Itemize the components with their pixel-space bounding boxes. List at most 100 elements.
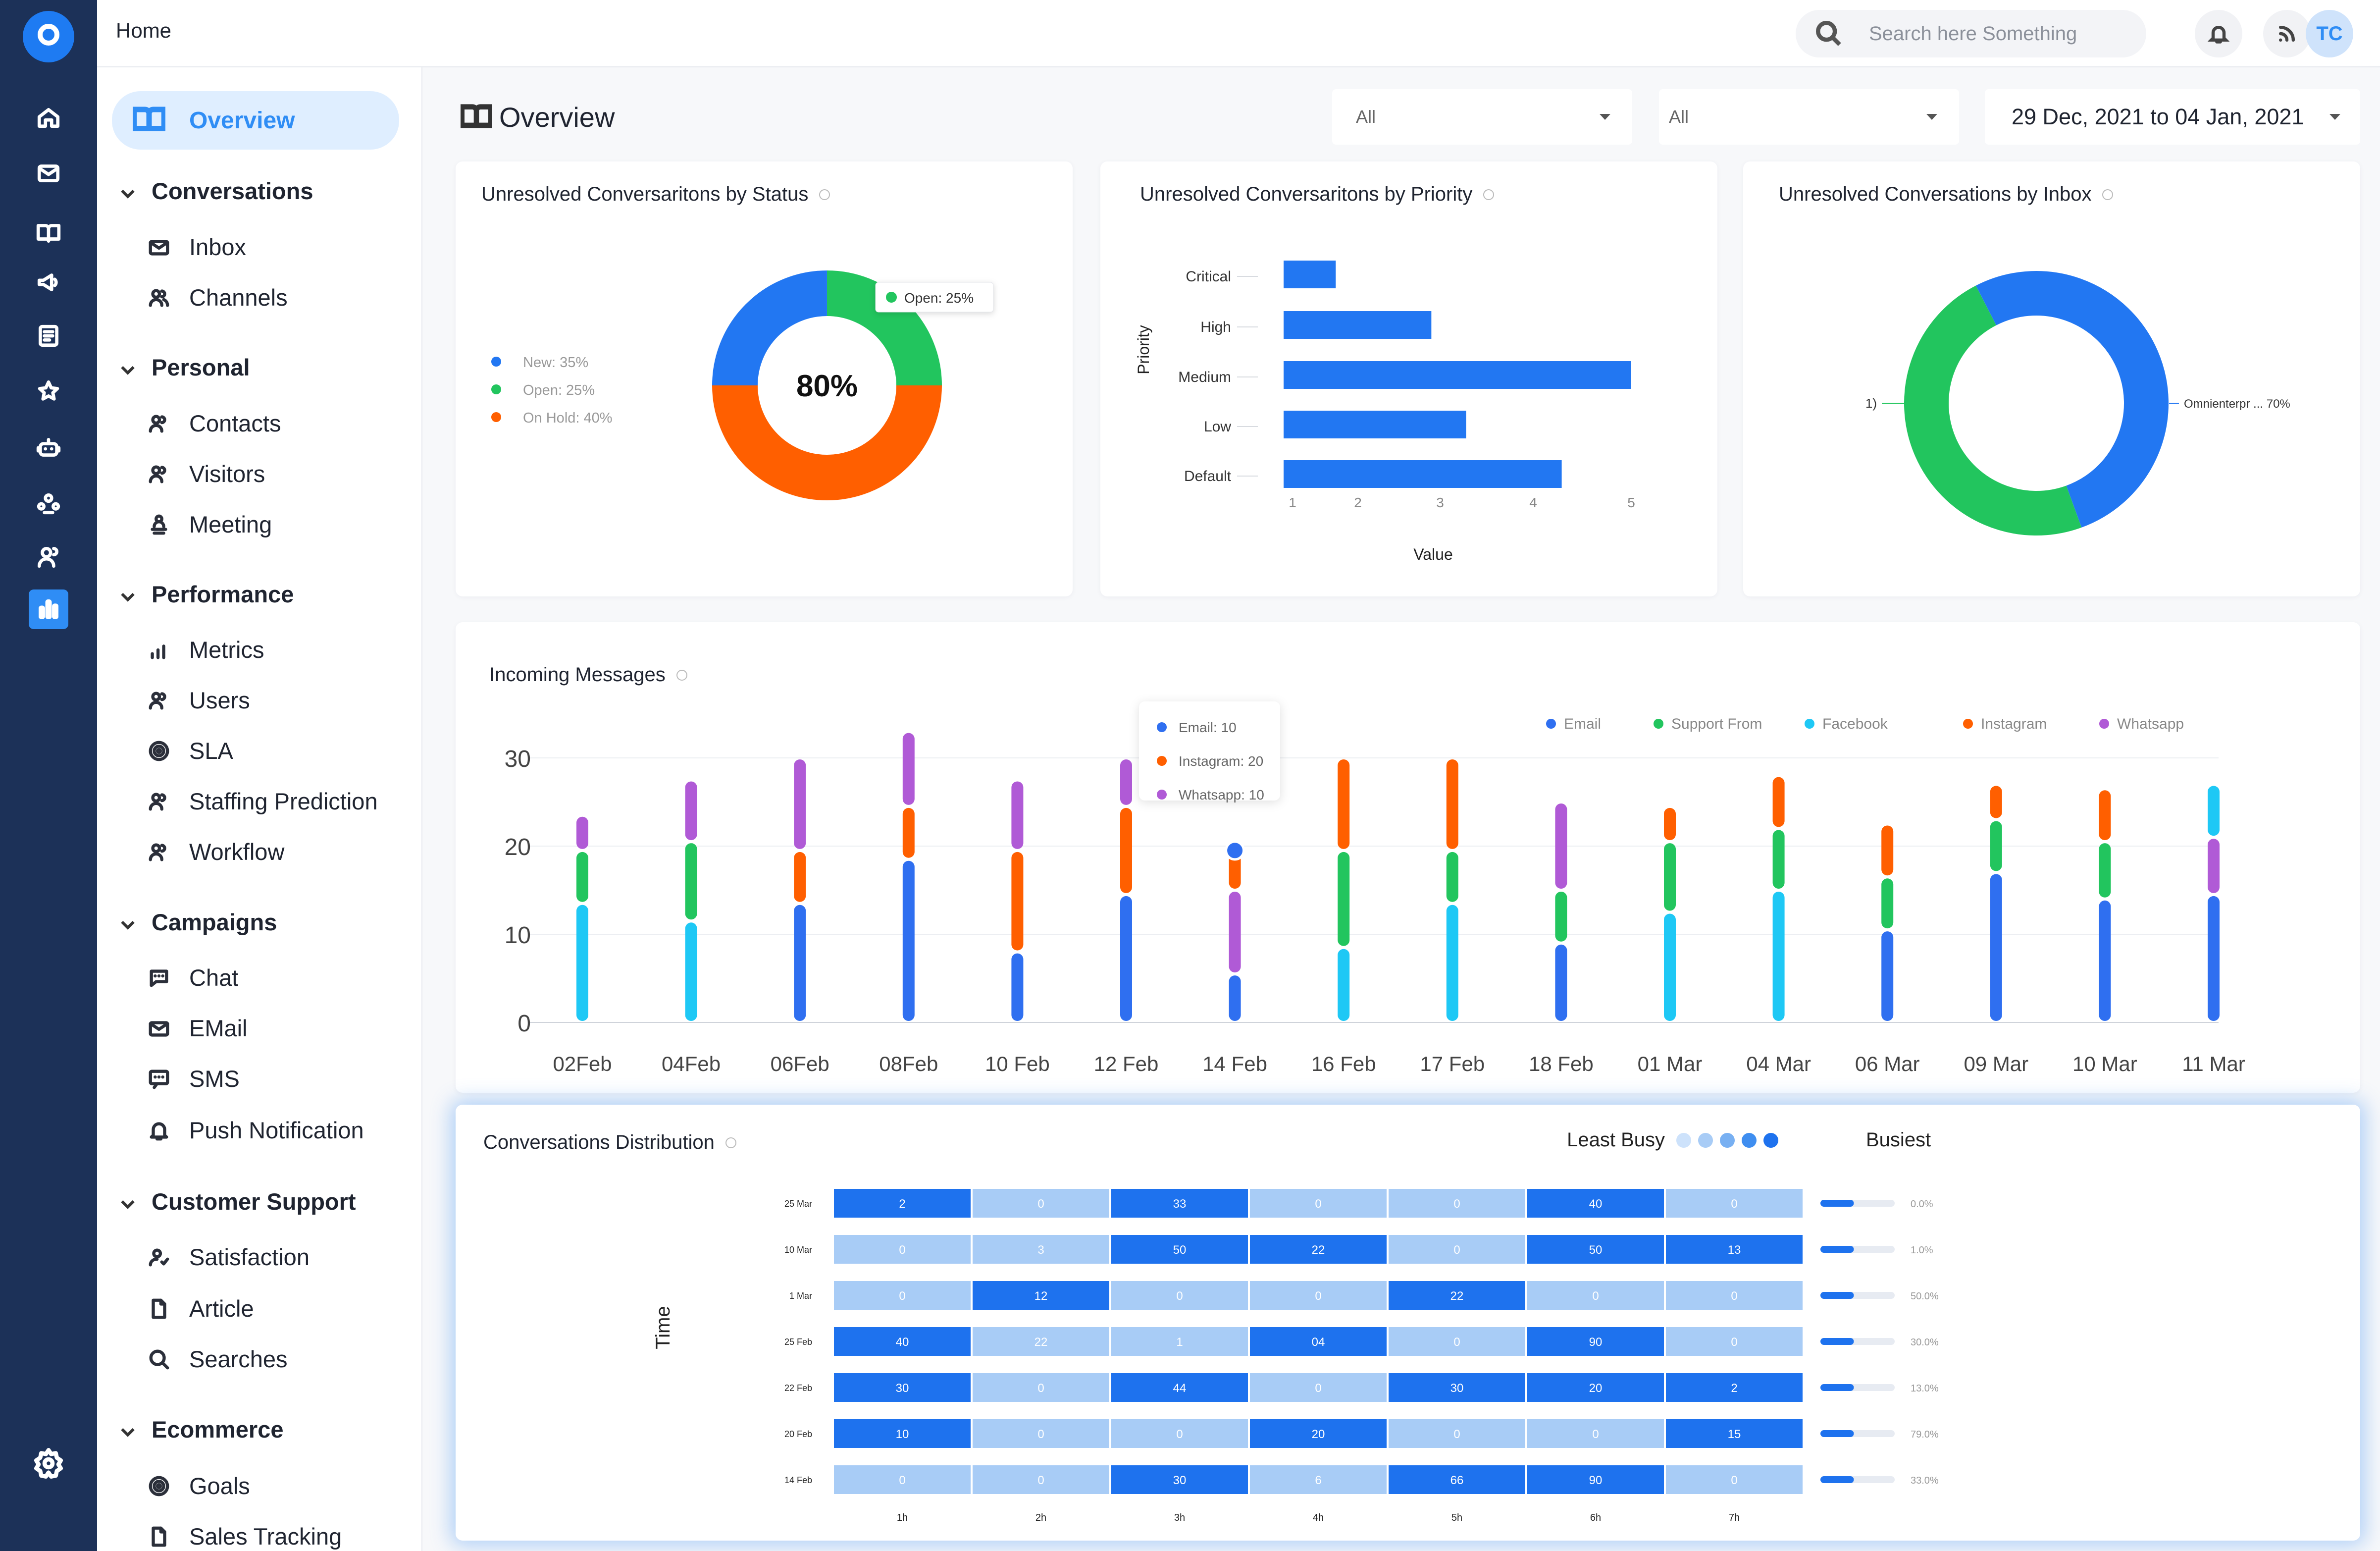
- mail-icon[interactable]: [29, 154, 68, 193]
- sidebar-item-article[interactable]: Article: [146, 1295, 254, 1322]
- heatmap-cell: [1111, 1235, 1248, 1264]
- filter-select-1[interactable]: All: [1332, 89, 1632, 145]
- sidebar-item-satisfaction[interactable]: Satisfaction: [146, 1243, 310, 1271]
- heatmap-y-axis-label: Time: [652, 1306, 674, 1349]
- sidebar-section-customer-support[interactable]: Customer Support: [118, 1188, 356, 1215]
- heatmap-cell-value: 3: [1037, 1243, 1044, 1257]
- messages-x-tick: 04 Mar: [1746, 1052, 1811, 1075]
- settings-gear-icon[interactable]: [29, 1444, 68, 1483]
- heatmap-scale-least-label: Least Busy: [1567, 1129, 1665, 1151]
- sidebar-item-searches[interactable]: Searches: [146, 1345, 288, 1373]
- heatmap-row-pct: 1.0%: [1911, 1245, 1933, 1256]
- date-range-picker[interactable]: 29 Dec, 2021 to 04 Jan, 2021: [1985, 89, 2360, 145]
- sidebar-item-workflow[interactable]: Workflow: [146, 838, 284, 865]
- sidebar-item-visitors[interactable]: Visitors: [146, 460, 265, 487]
- sidebar-section-campaigns[interactable]: Campaigns: [118, 909, 277, 936]
- sidebar-item-chat[interactable]: Chat: [146, 964, 238, 991]
- sidebar-section-conversations[interactable]: Conversations: [118, 177, 313, 205]
- info-icon[interactable]: [725, 1137, 736, 1148]
- sidebar-item-sms[interactable]: SMS: [146, 1065, 240, 1092]
- book-icon[interactable]: [29, 213, 68, 253]
- sidebar-section-performance[interactable]: Performance: [118, 581, 294, 608]
- messages-bar-orange: [1120, 807, 1132, 893]
- priority-x-axis-label: Value: [1413, 545, 1452, 563]
- heatmap-cell-value: 0: [1037, 1382, 1044, 1395]
- heatmap-cell-value: 0: [1453, 1336, 1460, 1349]
- bot-icon[interactable]: [29, 428, 68, 468]
- rss-feed-icon[interactable]: [2263, 10, 2311, 57]
- sidebar-item-inbox[interactable]: Inbox: [146, 233, 246, 261]
- heatmap-row-pct: 0.0%: [1911, 1199, 1933, 1210]
- priority-category-label: Critical: [1186, 268, 1231, 285]
- heatmap-cell: [1250, 1235, 1387, 1264]
- sidebar-item-channels[interactable]: Channels: [146, 284, 288, 311]
- status-legend-dot: [491, 357, 501, 367]
- sidebar-item-metrics[interactable]: Metrics: [146, 636, 264, 663]
- info-icon[interactable]: [676, 669, 687, 681]
- app-logo[interactable]: [23, 11, 74, 62]
- inbox-slice-label-left: 1): [1865, 396, 1877, 411]
- sidebar-item-sla[interactable]: SLA: [146, 737, 233, 764]
- team-icon[interactable]: [29, 483, 68, 523]
- priority-bar-chart: Critical High Medium Low Default 1 2 3 4 5 Value Pr…: [1135, 261, 1635, 563]
- sidebar-item-staffing-prediction[interactable]: Staffing Prediction: [146, 788, 378, 815]
- analytics-icon[interactable]: [29, 589, 68, 629]
- sidebar-item-users[interactable]: Users: [146, 687, 250, 714]
- priority-category-label: High: [1200, 319, 1231, 335]
- sidebar-item-label: Goals: [189, 1473, 250, 1499]
- megaphone-icon[interactable]: [29, 263, 68, 302]
- sidebar-section-label: Ecommerce: [152, 1416, 284, 1443]
- avatar[interactable]: TC: [2306, 10, 2353, 57]
- search-icon: [1816, 21, 1841, 46]
- messages-bar-purple: [1120, 759, 1132, 805]
- heatmap-cell: [1250, 1189, 1387, 1218]
- info-icon[interactable]: [2102, 189, 2114, 200]
- heatmap-scale-dot: [1720, 1133, 1735, 1148]
- status-slice-on-hold: [712, 385, 942, 500]
- messages-x-tick: 01 Mar: [1638, 1052, 1703, 1075]
- sidebar-item-goals[interactable]: Goals: [146, 1472, 250, 1499]
- info-icon[interactable]: [1483, 189, 1495, 200]
- priority-bar-critical: [1284, 261, 1336, 288]
- sidebar-item-contacts[interactable]: Contacts: [146, 410, 281, 437]
- filter-select-2[interactable]: All: [1659, 89, 1959, 145]
- heatmap-cell-value: 50: [1589, 1243, 1603, 1257]
- heatmap-cell: [834, 1373, 971, 1402]
- heatmap-cell-value: 12: [1035, 1289, 1048, 1303]
- heatmap-cell-value: 0: [1453, 1428, 1460, 1441]
- breadcrumb[interactable]: Home: [116, 19, 172, 42]
- status-legend-dot: [491, 384, 501, 394]
- priority-chart-card: Unresolved Conversaritons by Priority Cr…: [1100, 161, 1717, 596]
- heatmap-cell-value: 0: [899, 1474, 905, 1487]
- messages-bar-email: [2099, 900, 2111, 1021]
- status-tooltip-dot: [886, 292, 897, 303]
- sidebar-item-push-notification[interactable]: Push Notification: [146, 1117, 364, 1144]
- sidebar-item-sales-tracking[interactable]: Sales Tracking: [146, 1523, 342, 1550]
- sidebar-item-overview[interactable]: Overview: [112, 91, 399, 150]
- sidebar-item-label: Users: [189, 687, 250, 713]
- sidebar-section-personal[interactable]: Personal: [118, 354, 250, 381]
- status-donut-chart: 80% New: 35% Open: 25% On Hold: 40% Open: 25…: [491, 270, 994, 500]
- sidebar-item-label: Metrics: [189, 637, 264, 663]
- messages-bar-green: [1555, 892, 1567, 942]
- meeting-icon: [146, 511, 172, 538]
- sla-icon: [146, 738, 172, 764]
- search-bar[interactable]: Search here Something: [1796, 10, 2146, 57]
- heatmap-progress-fill: [1820, 1200, 1854, 1207]
- home-icon[interactable]: [29, 98, 68, 138]
- sidebar-item-label: Workflow: [189, 839, 285, 865]
- heatmap-cell-value: 15: [1728, 1428, 1741, 1441]
- star-badge-icon[interactable]: [29, 372, 68, 411]
- sidebar-item-meeting[interactable]: Meeting: [146, 511, 272, 538]
- messages-bar-purple: [685, 781, 697, 841]
- sidebar-item-email[interactable]: EMail: [146, 1015, 248, 1042]
- sidebar-section-ecommerce[interactable]: Ecommerce: [118, 1416, 284, 1443]
- sidebar-item-label: SLA: [189, 738, 233, 764]
- contacts-rail-icon[interactable]: [29, 537, 68, 577]
- heatmap-cell: [1666, 1419, 1803, 1448]
- notification-bell-icon[interactable]: [2195, 10, 2242, 57]
- info-icon[interactable]: [819, 189, 830, 200]
- checklist-icon[interactable]: [29, 316, 68, 356]
- search-input[interactable]: Search here Something: [1869, 22, 2077, 45]
- heatmap-cell-value: 6: [1315, 1474, 1321, 1487]
